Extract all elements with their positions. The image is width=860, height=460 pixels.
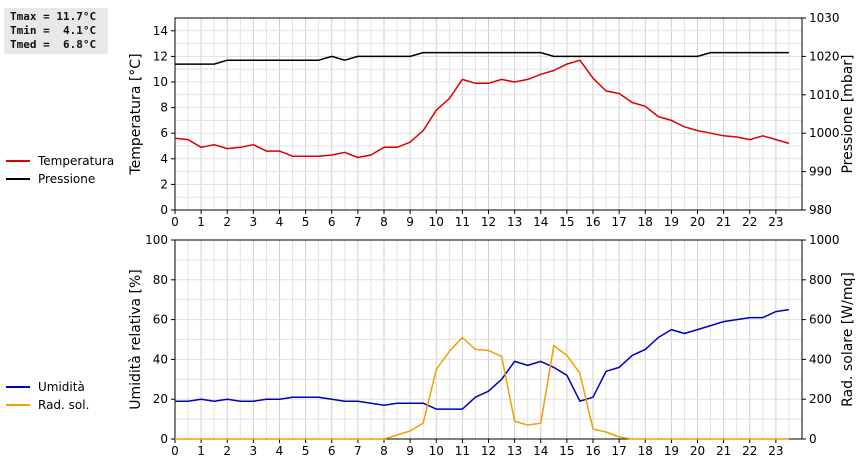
y-right-axis-label: Pressione [mbar] <box>840 54 856 173</box>
x-tick-label: 19 <box>664 215 679 229</box>
y-left-axis-label: Umidità relativa [%] <box>128 269 144 410</box>
y-right-tick-label: 980 <box>809 203 832 217</box>
x-tick-label: 0 <box>171 215 179 229</box>
x-tick-label: 1 <box>197 215 205 229</box>
x-tick-label: 7 <box>354 215 362 229</box>
y-right-tick-label: 1020 <box>809 49 840 63</box>
y-left-tick-label: 2 <box>160 177 168 191</box>
legend-label: Temperatura <box>37 154 114 168</box>
tmin-text: Tmin = 4.1°C <box>10 24 97 37</box>
x-tick-label: 15 <box>559 215 574 229</box>
y-right-tick-label: 400 <box>809 352 832 366</box>
y-left-tick-label: 100 <box>145 233 168 247</box>
tmax-text: Tmax = 11.7°C <box>10 10 97 23</box>
x-tick-label: 21 <box>716 444 731 458</box>
x-tick-label: 16 <box>585 444 600 458</box>
series-line-1-1 <box>174 59 790 159</box>
x-tick-label: 19 <box>664 444 679 458</box>
y-left-tick-label: 0 <box>160 203 168 217</box>
x-tick-label: 5 <box>302 215 310 229</box>
tmed-text: Tmed = 6.8°C <box>10 38 97 51</box>
chart-panel-2: 0 1 2 3 4 5 6 7 8 9 10 11 12 13 14 15 16 17 18 19 20 21 22 2302… <box>6 233 856 458</box>
x-tick-label: 16 <box>585 215 600 229</box>
x-tick-label: 20 <box>690 444 705 458</box>
y-left-axis-label: Temperatura [°C] <box>128 53 144 175</box>
x-tick-label: 0 <box>171 444 179 458</box>
y-left-tick-label: 10 <box>153 75 168 89</box>
y-right-tick-label: 1030 <box>809 11 840 25</box>
chart-panel-1: 0 1 2 3 4 5 6 7 8 9 10 11 12 13 14 15 16 17 18 19 20 21 22 2302… <box>6 11 856 229</box>
x-tick-label: 17 <box>611 444 626 458</box>
x-tick-label: 11 <box>455 444 470 458</box>
x-tick-label: 11 <box>455 215 470 229</box>
x-tick-label: 8 <box>380 444 388 458</box>
stats-box: Tmax = 11.7°C Tmin = 4.1°C Tmed = 6.8°C <box>4 8 108 54</box>
x-tick-label: 10 <box>429 215 444 229</box>
x-tick-label: 4 <box>276 444 284 458</box>
x-tick-label: 6 <box>328 215 336 229</box>
x-tick-label: 9 <box>406 215 414 229</box>
x-tick-label: 13 <box>507 215 522 229</box>
x-tick-label: 15 <box>559 444 574 458</box>
x-tick-label: 1 <box>197 444 205 458</box>
y-right-tick-label: 1010 <box>809 88 840 102</box>
x-tick-label: 9 <box>406 444 414 458</box>
x-tick-label: 12 <box>481 215 496 229</box>
x-tick-label: 7 <box>354 444 362 458</box>
y-right-tick-label: 1000 <box>809 126 840 140</box>
x-tick-label: 10 <box>429 444 444 458</box>
legend-label: Rad. sol. <box>38 398 89 412</box>
x-tick-label: 22 <box>742 444 757 458</box>
x-tick-label: 14 <box>533 215 548 229</box>
y-left-tick-label: 14 <box>153 24 168 38</box>
y-right-tick-label: 0 <box>809 432 817 446</box>
x-tick-label: 3 <box>250 215 258 229</box>
x-tick-label: 2 <box>223 215 231 229</box>
y-left-tick-label: 4 <box>160 152 168 166</box>
y-left-tick-label: 20 <box>153 392 168 406</box>
y-right-tick-label: 600 <box>809 313 832 327</box>
x-tick-label: 13 <box>507 444 522 458</box>
y-left-tick-label: 12 <box>153 49 168 63</box>
y-left-tick-label: 6 <box>160 126 168 140</box>
x-tick-label: 5 <box>302 444 310 458</box>
x-tick-label: 8 <box>380 215 388 229</box>
y-right-tick-label: 200 <box>809 392 832 406</box>
x-tick-label: 4 <box>276 215 284 229</box>
x-tick-label: 20 <box>690 215 705 229</box>
y-right-axis-label: Rad. solare [W/mq] <box>840 272 856 407</box>
x-tick-label: 2 <box>223 444 231 458</box>
y-left-tick-label: 8 <box>160 101 168 115</box>
x-tick-label: 17 <box>611 215 626 229</box>
series-line-2-2 <box>175 336 789 440</box>
y-left-tick-label: 40 <box>153 352 168 366</box>
series-line-2-1 <box>175 308 790 410</box>
x-tick-label: 23 <box>768 444 783 458</box>
x-tick-label: 14 <box>533 444 548 458</box>
x-tick-label: 18 <box>638 215 653 229</box>
y-right-tick-label: 800 <box>809 273 832 287</box>
y-left-tick-label: 60 <box>153 313 168 327</box>
y-right-tick-label: 990 <box>809 165 832 179</box>
x-tick-label: 3 <box>250 444 258 458</box>
legend-label: Pressione <box>38 172 95 186</box>
legend-label: Umidità <box>38 380 85 394</box>
x-tick-label: 6 <box>328 444 336 458</box>
x-tick-label: 22 <box>742 215 757 229</box>
y-right-tick-label: 1000 <box>809 233 840 247</box>
x-tick-label: 21 <box>716 215 731 229</box>
y-left-tick-label: 0 <box>160 432 168 446</box>
y-left-tick-label: 80 <box>153 273 168 287</box>
x-tick-label: 23 <box>768 215 783 229</box>
series-line-1-2 <box>175 51 789 65</box>
x-tick-label: 18 <box>638 444 653 458</box>
x-tick-label: 12 <box>481 444 496 458</box>
